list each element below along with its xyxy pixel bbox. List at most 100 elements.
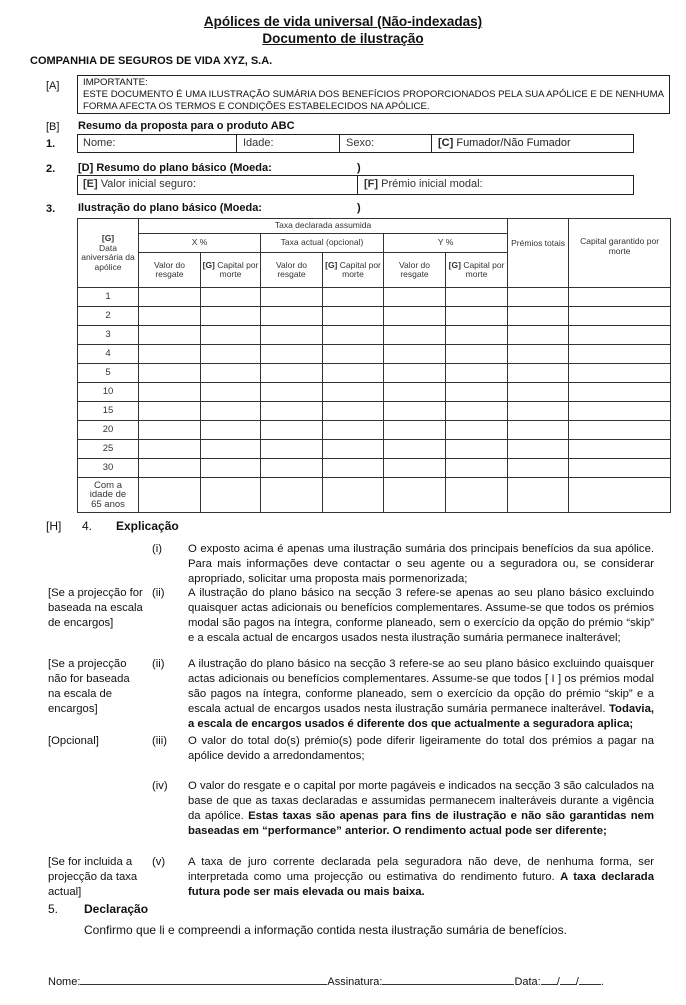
value-cell[interactable] (444, 458, 509, 478)
value-cell[interactable] (260, 325, 323, 345)
value-cell[interactable] (568, 458, 672, 478)
value-cell[interactable] (444, 363, 509, 383)
value-cell[interactable] (322, 458, 384, 478)
value-cell[interactable] (507, 344, 570, 364)
value-cell[interactable] (322, 382, 384, 402)
value-cell[interactable] (507, 401, 570, 421)
value-cell[interactable] (507, 458, 570, 478)
value-cell[interactable] (200, 420, 261, 440)
value-cell[interactable] (138, 401, 201, 421)
value-cell[interactable] (568, 401, 672, 421)
initial-sum-field[interactable]: [E] Valor inicial seguro: (77, 176, 196, 194)
value-cell[interactable] (507, 287, 570, 307)
value-cell[interactable] (260, 420, 323, 440)
value-cell[interactable] (568, 306, 672, 326)
value-cell[interactable] (383, 363, 446, 383)
value-cell[interactable] (507, 325, 570, 345)
value-cell[interactable] (322, 401, 384, 421)
value-cell[interactable] (200, 439, 261, 459)
initial-premium-field[interactable]: [F] Prémio inicial modal: (357, 176, 483, 194)
value-cell[interactable] (138, 420, 201, 440)
value-cell[interactable] (568, 382, 672, 402)
sex-field[interactable]: Sexo: (339, 135, 374, 152)
name-line[interactable] (80, 984, 328, 985)
value-cell[interactable] (138, 477, 201, 513)
date-year[interactable] (578, 984, 601, 985)
value-cell[interactable] (260, 306, 323, 326)
signature-line[interactable] (382, 984, 515, 985)
age-field[interactable]: Idade: (236, 135, 274, 152)
value-cell[interactable] (383, 439, 446, 459)
value-cell[interactable] (383, 306, 446, 326)
value-cell[interactable] (200, 325, 261, 345)
value-cell[interactable] (568, 477, 672, 513)
value-cell[interactable] (138, 344, 201, 364)
value-cell[interactable] (507, 382, 570, 402)
value-cell[interactable] (260, 439, 323, 459)
value-cell[interactable] (507, 306, 570, 326)
value-cell[interactable] (568, 287, 672, 307)
value-cell[interactable] (322, 325, 384, 345)
value-cell[interactable] (138, 458, 201, 478)
value-cell[interactable] (200, 344, 261, 364)
value-cell[interactable] (138, 325, 201, 345)
e-label: Valor inicial seguro: (100, 178, 196, 190)
value-cell[interactable] (260, 458, 323, 478)
date-day[interactable] (540, 984, 557, 985)
value-cell[interactable] (383, 477, 446, 513)
value-cell[interactable] (444, 420, 509, 440)
value-cell[interactable] (507, 363, 570, 383)
value-cell[interactable] (568, 325, 672, 345)
value-cell[interactable] (322, 477, 384, 513)
name-field[interactable]: Nome: (83, 137, 116, 149)
value-cell[interactable] (507, 420, 570, 440)
value-cell[interactable] (200, 306, 261, 326)
value-cell[interactable] (444, 382, 509, 402)
value-cell[interactable] (322, 363, 384, 383)
value-cell[interactable] (444, 306, 509, 326)
value-cell[interactable] (138, 287, 201, 307)
value-cell[interactable] (322, 287, 384, 307)
value-cell[interactable] (383, 287, 446, 307)
value-cell[interactable] (383, 325, 446, 345)
value-cell[interactable] (383, 344, 446, 364)
value-cell[interactable] (200, 382, 261, 402)
value-cell[interactable] (260, 363, 323, 383)
value-cell[interactable] (568, 363, 672, 383)
value-cell[interactable] (444, 477, 509, 513)
value-cell[interactable] (138, 439, 201, 459)
value-cell[interactable] (322, 439, 384, 459)
value-cell[interactable] (260, 344, 323, 364)
value-cell[interactable] (383, 401, 446, 421)
value-cell[interactable] (568, 439, 672, 459)
smoker-field[interactable]: [C] Fumador/Não Fumador (431, 135, 571, 152)
value-cell[interactable] (260, 401, 323, 421)
value-cell[interactable] (383, 420, 446, 440)
value-cell[interactable] (200, 477, 261, 513)
value-cell[interactable] (138, 382, 201, 402)
value-cell[interactable] (322, 344, 384, 364)
value-cell[interactable] (444, 401, 509, 421)
value-cell[interactable] (322, 306, 384, 326)
value-cell[interactable] (138, 363, 201, 383)
value-cell[interactable] (383, 458, 446, 478)
value-cell[interactable] (507, 477, 570, 513)
value-cell[interactable] (200, 458, 261, 478)
value-cell[interactable] (507, 439, 570, 459)
value-cell[interactable] (444, 344, 509, 364)
value-cell[interactable] (260, 477, 323, 513)
value-cell[interactable] (568, 344, 672, 364)
value-cell[interactable] (444, 325, 509, 345)
value-cell[interactable] (138, 306, 201, 326)
date-month[interactable] (559, 984, 576, 985)
value-cell[interactable] (200, 363, 261, 383)
value-cell[interactable] (568, 420, 672, 440)
value-cell[interactable] (260, 382, 323, 402)
value-cell[interactable] (383, 382, 446, 402)
value-cell[interactable] (200, 401, 261, 421)
value-cell[interactable] (444, 439, 509, 459)
value-cell[interactable] (322, 420, 384, 440)
value-cell[interactable] (444, 287, 509, 307)
value-cell[interactable] (260, 287, 323, 307)
value-cell[interactable] (200, 287, 261, 307)
